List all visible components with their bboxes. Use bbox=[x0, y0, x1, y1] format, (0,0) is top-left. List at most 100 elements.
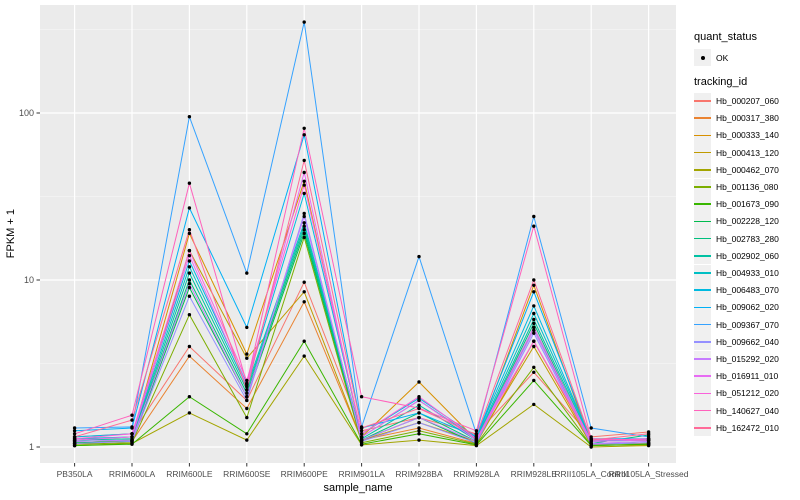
legend-item-label: Hb_000413_120 bbox=[716, 147, 779, 158]
data-point bbox=[302, 235, 306, 240]
data-point bbox=[187, 271, 192, 275]
legend-item-Hb_000207_060: Hb_000207_060 bbox=[694, 92, 779, 110]
data-point bbox=[417, 432, 421, 436]
data-point bbox=[302, 183, 306, 187]
legend: quant_status OK tracking_id Hb_000207_06… bbox=[690, 0, 800, 500]
data-point bbox=[130, 425, 134, 429]
data-point bbox=[245, 432, 249, 436]
data-point bbox=[245, 381, 249, 386]
legend-item-Hb_051212_020: Hb_051212_020 bbox=[694, 384, 779, 402]
legend-item-Hb_004933_010: Hb_004933_010 bbox=[694, 264, 779, 282]
legend-line-key-icon bbox=[694, 281, 711, 299]
legend-item-label: Hb_001673_090 bbox=[716, 199, 779, 210]
data-point bbox=[359, 432, 364, 436]
data-point bbox=[187, 411, 192, 415]
data-point bbox=[187, 313, 192, 317]
legend-line-key-icon bbox=[694, 212, 711, 230]
legend-item-label: Hb_015292_020 bbox=[716, 354, 779, 364]
data-point bbox=[187, 206, 192, 210]
data-point bbox=[474, 433, 479, 437]
data-point bbox=[532, 339, 536, 343]
x-tick-label-RRIM901LA: RRIM901LA bbox=[338, 469, 385, 479]
data-point bbox=[532, 370, 536, 374]
x-tick-label-RRIM600SE: RRIM600SE bbox=[223, 469, 271, 479]
data-point bbox=[245, 438, 249, 442]
legend-tracking-id-title: tracking_id bbox=[694, 76, 748, 88]
legend-line-key-icon bbox=[694, 178, 711, 196]
data-point bbox=[302, 179, 306, 183]
legend-item-Hb_009662_040: Hb_009662_040 bbox=[694, 333, 779, 351]
legend-item-Hb_000413_120: Hb_000413_120 bbox=[694, 144, 779, 162]
data-point bbox=[187, 228, 192, 232]
x-tick-label-RRIM600PE: RRIM600PE bbox=[280, 469, 328, 479]
ok-point-icon bbox=[694, 49, 711, 66]
data-point bbox=[187, 231, 192, 236]
data-point bbox=[187, 344, 192, 349]
data-point bbox=[302, 20, 306, 24]
data-point bbox=[302, 300, 306, 304]
data-point bbox=[130, 438, 134, 442]
data-point bbox=[417, 406, 421, 411]
legend-line-key-icon bbox=[694, 367, 711, 385]
data-point bbox=[302, 211, 306, 216]
data-point bbox=[359, 395, 364, 399]
data-point bbox=[417, 438, 421, 442]
data-point bbox=[532, 224, 536, 228]
data-point bbox=[302, 170, 306, 175]
data-point bbox=[359, 429, 364, 433]
data-point bbox=[532, 290, 536, 294]
data-point bbox=[245, 398, 249, 403]
legend-item-label: Hb_006483_070 bbox=[716, 285, 779, 296]
legend-item-Hb_162472_010: Hb_162472_010 bbox=[694, 419, 779, 437]
x-tick-label-RRIM600LA: RRIM600LA bbox=[108, 469, 156, 479]
data-point bbox=[302, 221, 306, 225]
data-point bbox=[187, 253, 192, 258]
y-tick-label-1: 1 bbox=[28, 441, 34, 452]
data-point bbox=[130, 413, 134, 417]
data-point bbox=[646, 438, 651, 442]
legend-line-key-icon bbox=[694, 402, 711, 420]
legend-item-label: Hb_140627_040 bbox=[716, 405, 779, 416]
data-point bbox=[417, 411, 421, 415]
y-tick-label-100: 100 bbox=[18, 107, 34, 118]
data-point bbox=[417, 429, 421, 433]
data-point bbox=[532, 304, 536, 308]
data-point bbox=[646, 432, 651, 436]
data-point bbox=[187, 115, 192, 119]
data-point bbox=[302, 231, 306, 236]
legend-item-Hb_006483_070: Hb_006483_070 bbox=[694, 281, 779, 299]
data-point bbox=[187, 248, 192, 253]
data-point bbox=[187, 395, 192, 399]
data-point bbox=[302, 290, 306, 294]
x-tick-label-RRII105LA_Control: RRII105LA_Control bbox=[554, 469, 629, 479]
data-point bbox=[532, 311, 536, 316]
data-point bbox=[532, 402, 536, 407]
legend-line-key-icon bbox=[694, 195, 711, 213]
data-point bbox=[302, 158, 306, 163]
data-point bbox=[359, 438, 364, 442]
data-point bbox=[187, 285, 192, 290]
legend-item-Hb_002228_120: Hb_002228_120 bbox=[694, 212, 779, 230]
data-point bbox=[474, 437, 479, 441]
legend-line-key-icon bbox=[694, 109, 711, 127]
data-point bbox=[302, 214, 306, 219]
data-point bbox=[417, 420, 421, 425]
data-point bbox=[589, 426, 593, 430]
legend-line-key-icon bbox=[694, 126, 711, 144]
data-point bbox=[72, 426, 77, 430]
data-point bbox=[302, 126, 306, 130]
x-axis-title: sample_name bbox=[323, 482, 393, 494]
data-point bbox=[532, 283, 536, 287]
data-point bbox=[72, 435, 77, 439]
data-point bbox=[532, 321, 536, 326]
legend-line-key-icon bbox=[694, 419, 711, 437]
legend-line-key-icon bbox=[694, 247, 711, 265]
legend-quant-status-title: quant_status bbox=[694, 31, 757, 43]
legend-item-label: Hb_002902_060 bbox=[716, 250, 779, 261]
data-point bbox=[187, 278, 192, 282]
data-point bbox=[245, 388, 249, 392]
data-point bbox=[417, 426, 421, 430]
y-axis-title: FPKM + 1 bbox=[5, 209, 17, 259]
legend-item-Hb_002783_280: Hb_002783_280 bbox=[694, 230, 779, 248]
